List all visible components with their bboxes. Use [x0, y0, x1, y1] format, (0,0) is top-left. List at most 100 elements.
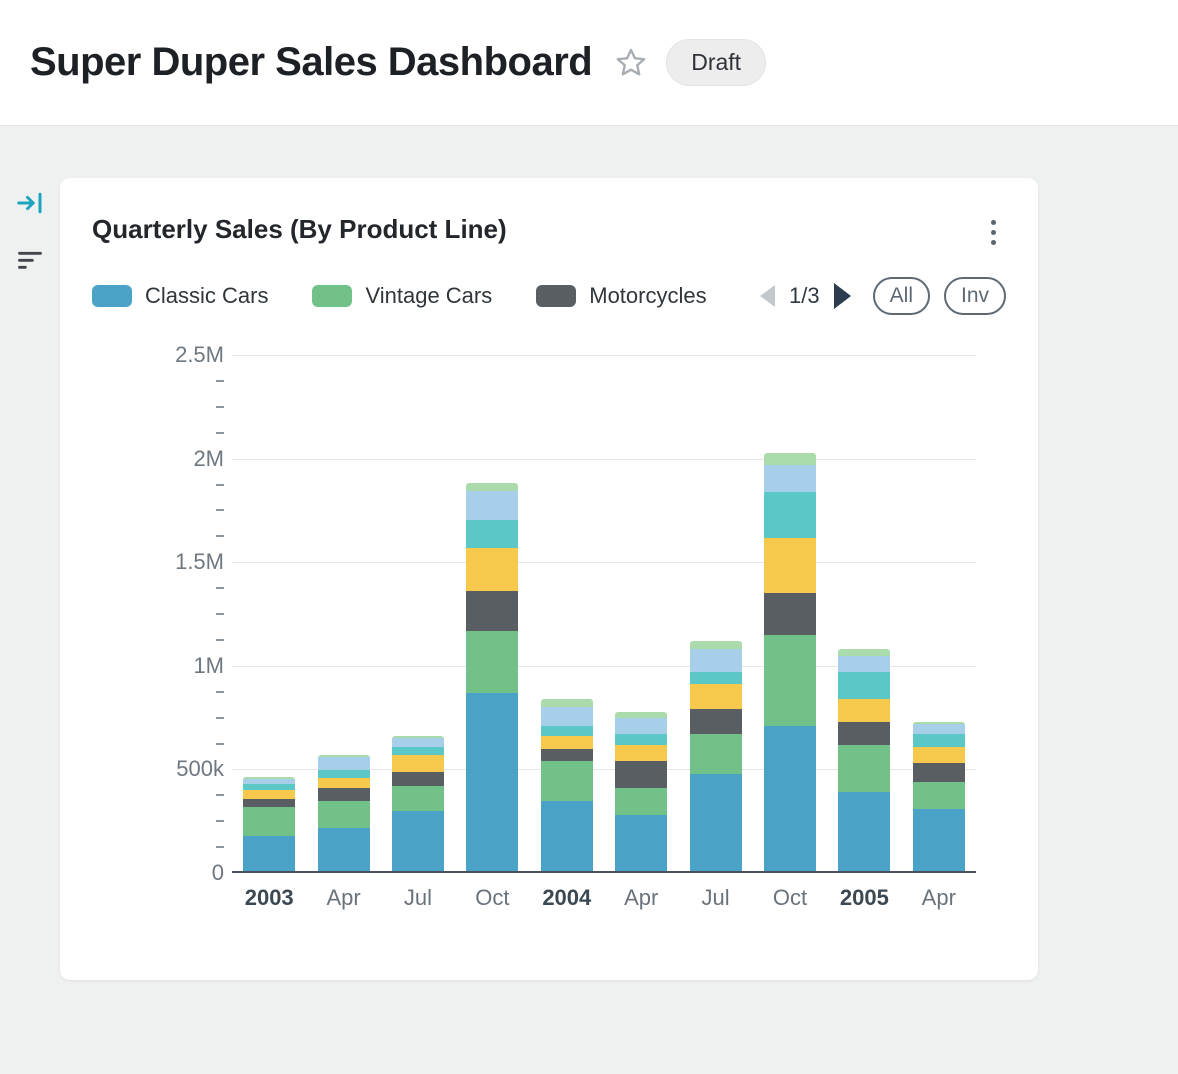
legend-item-motorcycles[interactable]: Motorcycles: [536, 283, 707, 309]
y-minor-tick: [216, 535, 224, 538]
bar-segment-series-6[interactable]: [392, 738, 444, 747]
bar-segment-classic-cars[interactable]: [689, 773, 742, 871]
bar-7-oct[interactable]: [764, 452, 816, 871]
bar-6-jul[interactable]: [689, 640, 742, 871]
bar-segment-motorcycles[interactable]: [912, 763, 965, 782]
bar-segment-motorcycles[interactable]: [540, 748, 593, 762]
bar-segment-series-6[interactable]: [317, 757, 370, 770]
bar-segment-series-7[interactable]: [392, 736, 444, 739]
bar-segment-motorcycles[interactable]: [689, 709, 742, 735]
pager-prev-button[interactable]: [760, 285, 776, 307]
pager-next-button[interactable]: [833, 283, 851, 309]
bar-segment-series-5[interactable]: [615, 734, 668, 745]
bar-segment-series-5[interactable]: [466, 519, 519, 548]
legend-item-vintage-cars[interactable]: Vintage Cars: [312, 283, 492, 309]
bar-segment-series-7[interactable]: [838, 649, 891, 656]
bar-segment-classic-cars[interactable]: [243, 835, 296, 871]
bar-segment-vintage-cars[interactable]: [466, 630, 519, 693]
bar-segment-vintage-cars[interactable]: [243, 806, 296, 836]
bar-segment-motorcycles[interactable]: [317, 788, 370, 801]
bar-segment-classic-cars[interactable]: [466, 692, 519, 871]
bar-segment-series-6[interactable]: [912, 723, 965, 735]
bar-segment-classic-cars[interactable]: [392, 810, 444, 871]
bar-segment-series-6[interactable]: [243, 778, 296, 785]
bar-segment-vintage-cars[interactable]: [912, 781, 965, 809]
bar-segment-series-5[interactable]: [764, 491, 816, 538]
bar-segment-series-4[interactable]: [243, 790, 296, 799]
bar-segment-motorcycles[interactable]: [243, 798, 296, 807]
bar-segment-series-7[interactable]: [689, 640, 742, 650]
bar-segment-series-4[interactable]: [466, 547, 519, 592]
bar-segment-classic-cars[interactable]: [764, 726, 816, 871]
bar-segment-series-6[interactable]: [838, 655, 891, 673]
all-filter-button[interactable]: All: [872, 277, 930, 315]
bar-segment-motorcycles[interactable]: [466, 591, 519, 631]
bar-segment-series-5[interactable]: [317, 769, 370, 778]
bar-0-2003[interactable]: [243, 777, 296, 871]
bar-segment-series-6[interactable]: [466, 490, 519, 520]
bar-segment-series-6[interactable]: [540, 707, 593, 727]
bar-segment-series-4[interactable]: [540, 736, 593, 749]
bar-segment-vintage-cars[interactable]: [689, 734, 742, 774]
bar-segment-vintage-cars[interactable]: [392, 786, 444, 811]
bar-segment-series-4[interactable]: [838, 699, 891, 722]
page-title: Super Duper Sales Dashboard: [30, 40, 593, 84]
bar-5-apr[interactable]: [615, 711, 668, 871]
bar-segment-vintage-cars[interactable]: [317, 800, 370, 828]
bar-2-jul[interactable]: [392, 736, 444, 871]
inv-filter-button[interactable]: Inv: [943, 277, 1006, 315]
y-minor-tick: [216, 690, 224, 693]
bar-9-apr[interactable]: [912, 721, 965, 871]
favorite-button[interactable]: [614, 46, 648, 80]
bar-segment-series-7[interactable]: [764, 452, 816, 466]
bar-segment-series-5[interactable]: [912, 734, 965, 747]
gridline: [232, 458, 976, 460]
bar-segment-motorcycles[interactable]: [764, 593, 816, 635]
filter-button[interactable]: [16, 244, 44, 272]
bar-segment-series-7[interactable]: [540, 699, 593, 708]
y-minor-tick: [216, 742, 224, 745]
bar-segment-series-7[interactable]: [243, 777, 296, 779]
bar-segment-motorcycles[interactable]: [392, 771, 444, 787]
bar-segment-series-7[interactable]: [912, 721, 965, 724]
bar-segment-vintage-cars[interactable]: [764, 634, 816, 726]
bar-segment-classic-cars[interactable]: [912, 808, 965, 871]
bar-segment-vintage-cars[interactable]: [540, 761, 593, 801]
y-minor-tick: [216, 846, 224, 849]
expand-panel-icon: [17, 192, 42, 214]
bar-1-apr[interactable]: [317, 755, 370, 871]
bar-segment-classic-cars[interactable]: [615, 815, 668, 871]
bar-segment-motorcycles[interactable]: [615, 761, 668, 789]
bar-segment-series-4[interactable]: [615, 744, 668, 762]
bar-3-oct[interactable]: [466, 483, 519, 871]
bar-4-2004[interactable]: [540, 699, 593, 871]
expand-panel-button[interactable]: [15, 188, 45, 218]
kebab-menu-button[interactable]: [981, 214, 1006, 251]
bar-segment-series-5[interactable]: [392, 746, 444, 755]
bar-8-2005[interactable]: [838, 649, 891, 871]
legend-item-classic-cars[interactable]: Classic Cars: [92, 283, 268, 309]
bar-segment-classic-cars[interactable]: [838, 792, 891, 871]
filter-icon: [18, 251, 42, 269]
bar-segment-series-5[interactable]: [540, 726, 593, 737]
bar-segment-series-6[interactable]: [689, 649, 742, 673]
y-minor-tick: [216, 820, 224, 823]
bar-segment-series-5[interactable]: [243, 784, 296, 791]
bar-segment-series-6[interactable]: [615, 717, 668, 735]
bar-segment-vintage-cars[interactable]: [615, 788, 668, 816]
bar-segment-classic-cars[interactable]: [540, 800, 593, 871]
bar-segment-series-4[interactable]: [317, 777, 370, 789]
bar-segment-series-4[interactable]: [764, 537, 816, 594]
bar-segment-series-6[interactable]: [764, 465, 816, 492]
bar-segment-vintage-cars[interactable]: [838, 744, 891, 793]
bar-segment-series-7[interactable]: [615, 711, 668, 718]
bar-segment-series-5[interactable]: [689, 672, 742, 685]
bar-segment-series-4[interactable]: [392, 754, 444, 772]
bar-segment-series-7[interactable]: [317, 755, 370, 758]
bar-segment-classic-cars[interactable]: [317, 827, 370, 871]
bar-segment-series-5[interactable]: [838, 672, 891, 700]
bar-segment-series-7[interactable]: [466, 483, 519, 491]
bar-segment-series-4[interactable]: [912, 746, 965, 764]
bar-segment-series-4[interactable]: [689, 684, 742, 710]
bar-segment-motorcycles[interactable]: [838, 721, 891, 745]
